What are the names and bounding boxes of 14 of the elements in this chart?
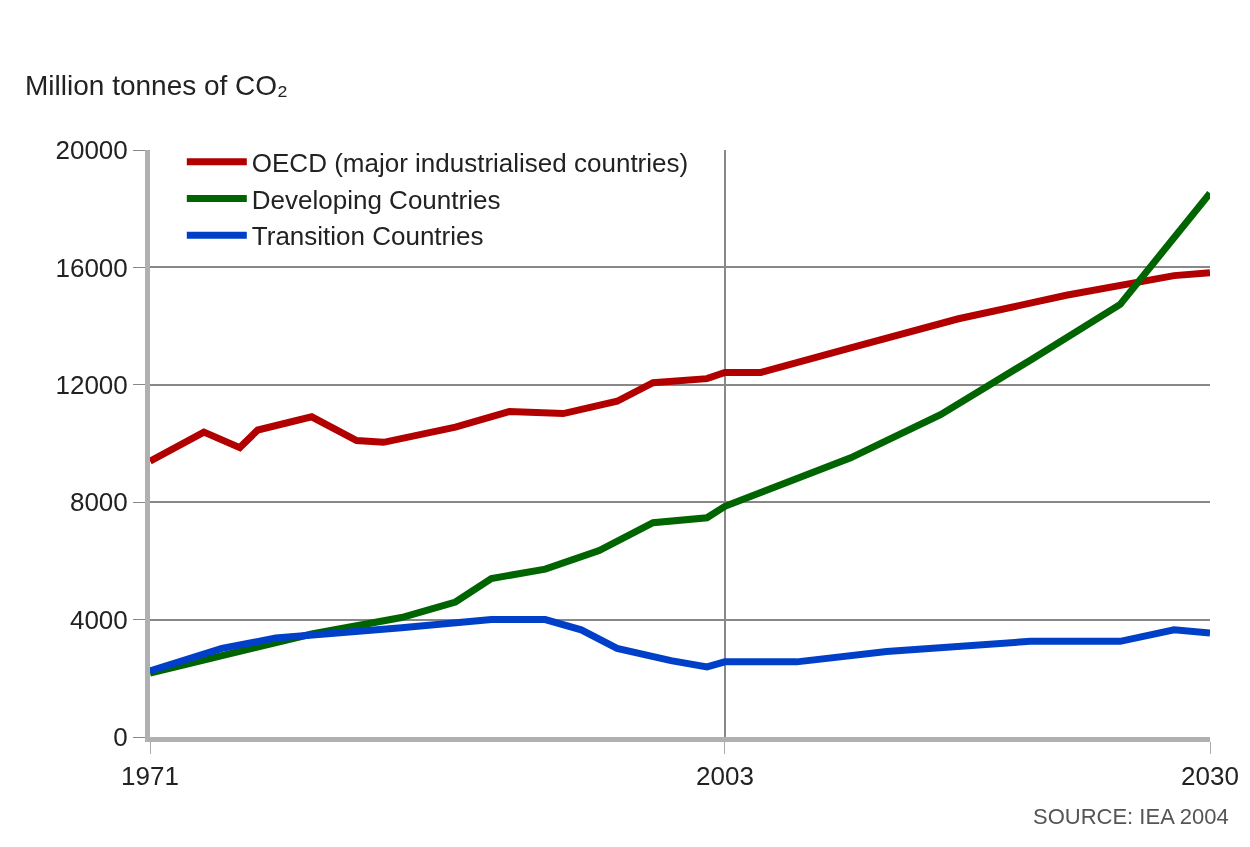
- legend-label: Developing Countries: [251, 184, 501, 215]
- y-axis-title: Million tonnes of CO₂: [25, 70, 288, 101]
- y-tick-label: 20000: [55, 135, 128, 166]
- y-tick-label: 4000: [69, 604, 128, 635]
- x-tick-label: 2030: [1181, 761, 1239, 792]
- x-tick-label: 1971: [121, 761, 179, 792]
- source-note: SOURCE: IEA 2004: [1033, 804, 1229, 829]
- y-tick-label: 16000: [55, 252, 128, 283]
- legend-label: OECD (major industrialised countries): [251, 147, 689, 178]
- y-tick-label: 12000: [55, 369, 128, 400]
- y-tick-label: 0: [113, 722, 128, 753]
- x-tick-label: 2003: [696, 761, 754, 792]
- legend-label: Transition Countries: [251, 221, 484, 252]
- y-tick-label: 8000: [69, 487, 128, 518]
